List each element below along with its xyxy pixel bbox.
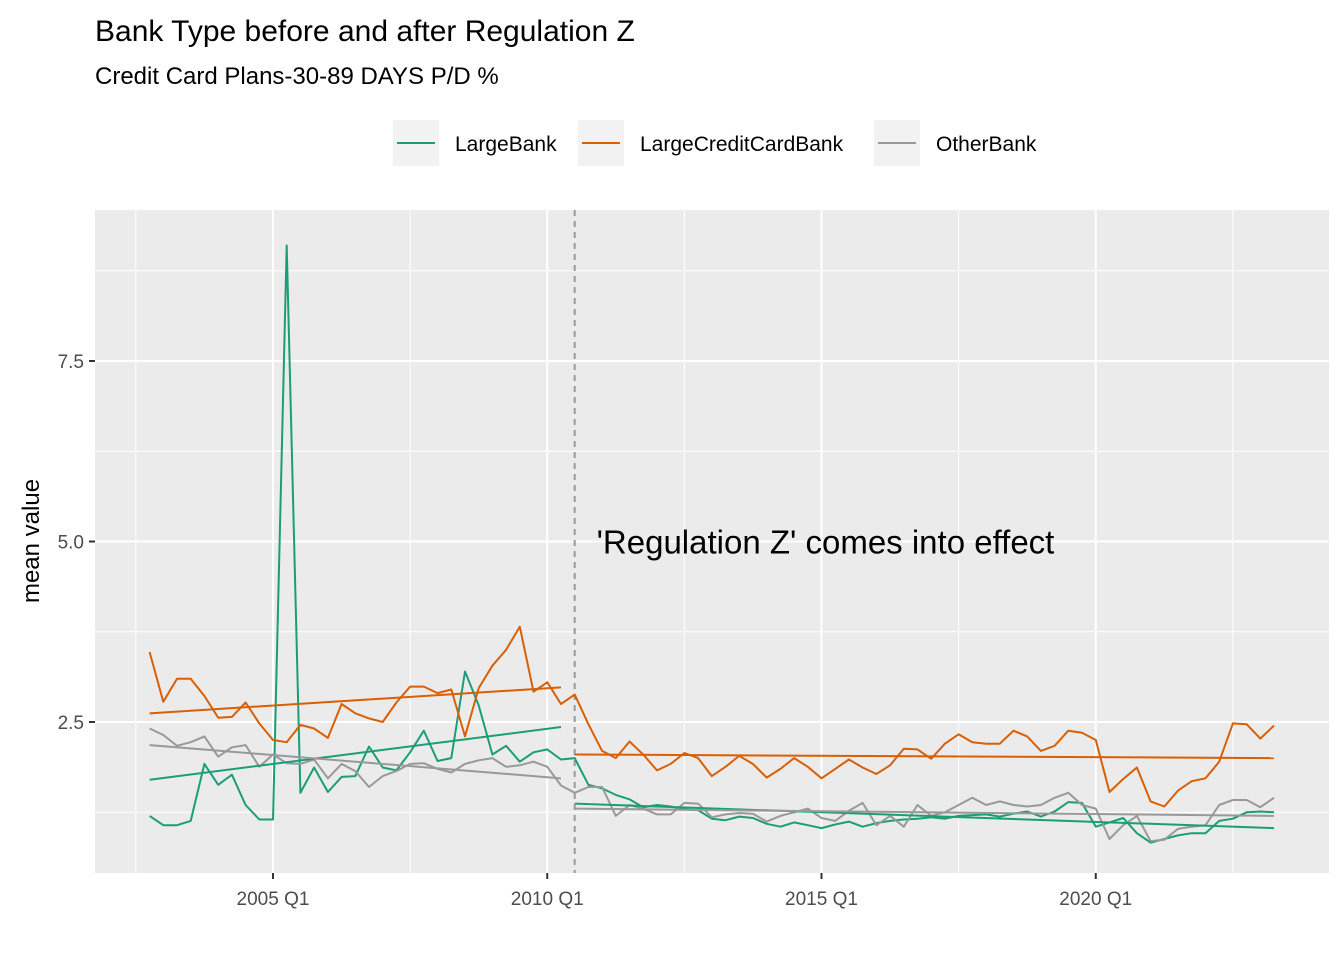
series-line-OtherBank: [149, 727, 1275, 843]
y-tick-label: 2.5: [58, 713, 84, 734]
chart-subtitle: Credit Card Plans-30-89 DAYS P/D %: [95, 63, 499, 90]
grid: [95, 210, 1329, 873]
series-line-LargeCreditCardBank: [148, 625, 1275, 808]
y-tick-label: 7.5: [58, 352, 84, 373]
x-tick-label: 2010 Q1: [511, 889, 584, 910]
y-tick-label: 5.0: [58, 533, 84, 554]
series-line-LargeBank: [149, 244, 1275, 844]
trend-line-LargeBank: [149, 726, 562, 781]
legend-label-LargeCreditCardBank: LargeCreditCardBank: [640, 133, 844, 156]
trend-line-LargeBank: [574, 802, 1275, 830]
series-layer: [148, 244, 1275, 844]
x-tick-label: 2005 Q1: [237, 889, 310, 910]
x-tick-label: 2020 Q1: [1059, 889, 1132, 910]
trend-line-LargeCreditCardBank: [574, 753, 1275, 760]
y-axis-title: mean value: [18, 479, 45, 603]
chart-title: Bank Type before and after Regulation Z: [95, 15, 635, 48]
trend-line-OtherBank: [574, 807, 1275, 817]
axes: 2.5 5.0 7.5 2005 Q1 2010 Q1 2015 Q1 2020 Q1: [58, 352, 1133, 910]
x-tick-label: 2015 Q1: [785, 889, 858, 910]
trend-line-OtherBank: [149, 744, 562, 780]
annotation-regulation-z: 'Regulation Z' comes into effect: [597, 524, 1055, 561]
legend-label-OtherBank: OtherBank: [936, 133, 1037, 156]
trend-line-LargeCreditCardBank: [149, 686, 562, 715]
legend: LargeBank LargeCreditCardBank OtherBank: [393, 120, 1037, 166]
trend-layer: [149, 686, 1275, 830]
legend-label-LargeBank: LargeBank: [455, 133, 557, 156]
